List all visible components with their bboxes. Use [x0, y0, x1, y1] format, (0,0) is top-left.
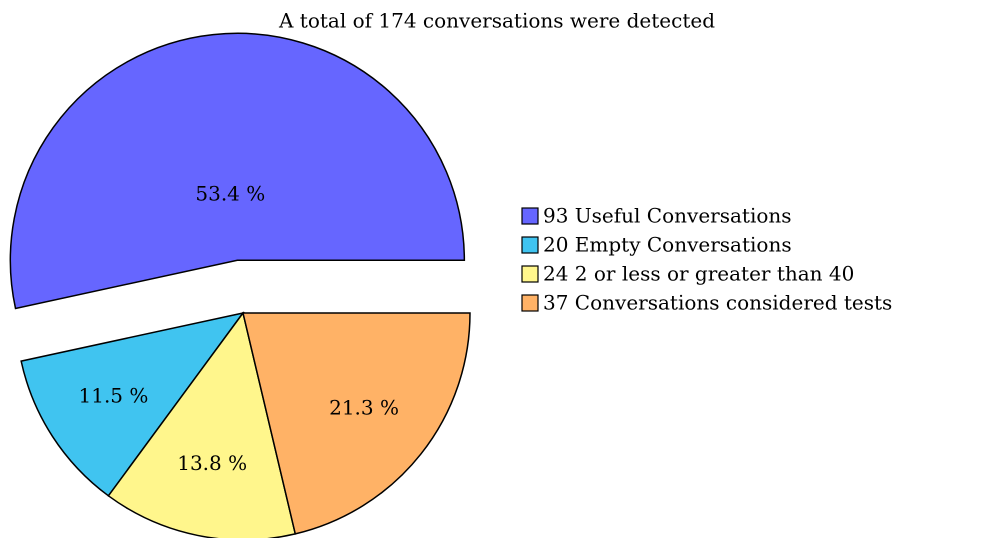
- legend-swatch: [521, 236, 539, 254]
- chart-title: A total of 174 conversations were detect…: [278, 9, 715, 33]
- legend-swatch: [521, 265, 539, 283]
- slice-label: 53.4 %: [195, 181, 265, 205]
- slice-label: 13.8 %: [177, 451, 247, 475]
- legend-label: 20 Empty Conversations: [543, 233, 792, 257]
- pie-slice: [20, 311, 245, 497]
- slice-label: 21.3 %: [329, 395, 399, 419]
- legend-swatch: [521, 294, 539, 312]
- pie-slice: [9, 32, 466, 310]
- legend-swatch: [521, 207, 539, 225]
- legend-label: 37 Conversations considered tests: [543, 291, 892, 315]
- pie-slice: [107, 311, 297, 538]
- slice-label: 11.5 %: [79, 383, 149, 407]
- legend-label: 93 Useful Conversations: [543, 204, 792, 228]
- pie-slice: [242, 312, 471, 535]
- legend-label: 24 2 or less or greater than 40: [543, 262, 854, 286]
